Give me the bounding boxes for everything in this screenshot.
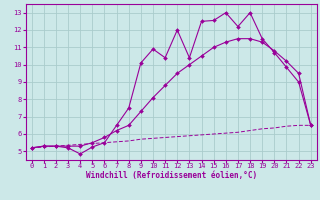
X-axis label: Windchill (Refroidissement éolien,°C): Windchill (Refroidissement éolien,°C)	[86, 171, 257, 180]
